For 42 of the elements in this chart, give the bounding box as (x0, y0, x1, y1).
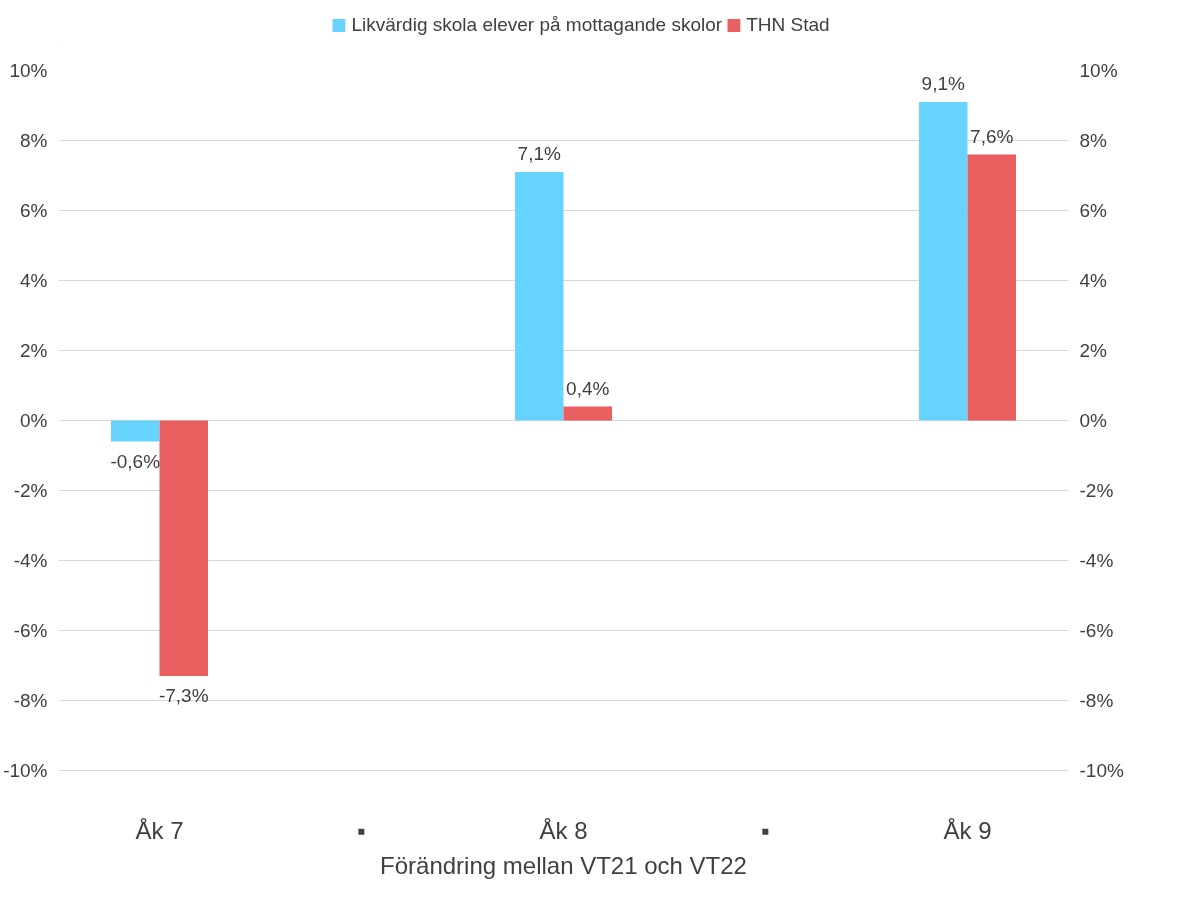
data-label: 7,6% (970, 125, 1014, 147)
bar (563, 406, 612, 421)
y-tick-label: -8% (13, 690, 48, 711)
legend-label: THN Stad (746, 14, 830, 36)
bar (111, 420, 160, 442)
y-tick-label: 4% (20, 270, 48, 291)
y-tick-label: 8% (20, 130, 48, 151)
legend-label: Likvärdig skola elever på mottagande skolor (351, 14, 723, 36)
data-label: 7,1% (517, 143, 562, 164)
y-tick-label: -10% (3, 760, 48, 781)
bar (967, 154, 1016, 421)
x-axis-title: Förändring mellan VT21 och VT22 (380, 851, 747, 879)
y-tick-label: 0% (20, 410, 48, 431)
y-tick-label: -2% (13, 480, 48, 501)
x-tick-label: ▪ (761, 816, 770, 844)
bar (919, 102, 968, 421)
y2-tick-label: -10% (1079, 760, 1124, 781)
y2-tick-label: 8% (1079, 130, 1108, 151)
x-tick-label: ▪ (357, 816, 366, 844)
y2-tick-label: -8% (1079, 690, 1114, 711)
y-tick-label: 6% (20, 200, 48, 221)
y2-tick-label: 4% (1079, 270, 1108, 291)
y2-tick-label: 0% (1079, 410, 1108, 431)
y-tick-label: -6% (13, 620, 48, 641)
x-tick-label: Åk 9 (943, 816, 992, 844)
y-tick-label: 10% (9, 60, 48, 81)
bar (515, 172, 564, 421)
y-tick-label: 2% (20, 340, 48, 361)
x-tick-label: Åk 8 (539, 816, 588, 844)
y2-tick-label: 10% (1079, 60, 1118, 81)
y2-tick-label: 6% (1079, 200, 1108, 221)
y2-tick-label: -6% (1079, 620, 1114, 641)
data-label: -7,3% (158, 685, 209, 706)
data-label: -0,6% (110, 450, 161, 472)
data-label: 0,4% (566, 377, 610, 399)
y-tick-label: -4% (13, 550, 48, 571)
y2-tick-label: -2% (1079, 480, 1114, 501)
bar (159, 420, 208, 676)
y2-tick-label: 2% (1079, 340, 1108, 361)
x-tick-label: Åk 7 (135, 816, 184, 844)
data-label: 9,1% (921, 73, 966, 94)
y2-tick-label: -4% (1079, 550, 1114, 571)
